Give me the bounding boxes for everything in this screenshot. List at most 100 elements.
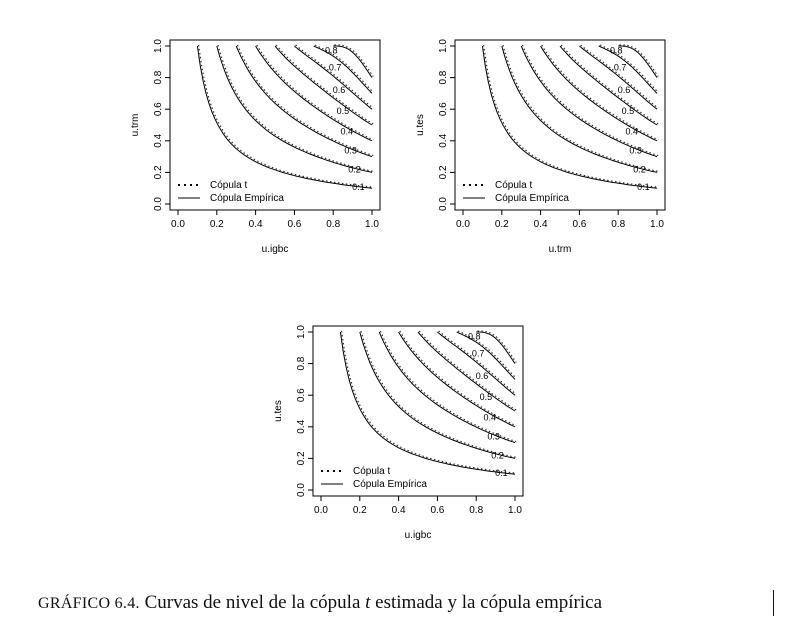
caption-text-before: Curvas de nivel de la cópula xyxy=(144,592,361,613)
x-axis-label: u.trm xyxy=(549,244,572,255)
x-tick-label: 0.8 xyxy=(611,219,625,230)
contour-level-label: 0.3 xyxy=(487,432,500,442)
plot-frame xyxy=(169,39,381,211)
contour-lines xyxy=(339,330,517,475)
y-tick-label: 0.2 xyxy=(296,451,307,465)
figure-caption: GRÁFICO 6.4. Curvas de nivel de la cópul… xyxy=(38,592,778,614)
empirical-contour-0.4 xyxy=(398,331,516,428)
t-copula-contour-0.4 xyxy=(541,44,659,141)
y-tick-label: 0.8 xyxy=(296,356,307,370)
y-tick-label: 0.4 xyxy=(438,133,449,147)
x-tick-label: 1.0 xyxy=(365,219,379,230)
x-tick-label: 0.8 xyxy=(326,219,340,230)
y-tick-label: 0.6 xyxy=(296,388,307,402)
contour-level-label: 0.5 xyxy=(337,106,350,116)
contour-level-label: 0.4 xyxy=(341,126,354,136)
empirical-contour-0.3 xyxy=(235,45,373,158)
contour-chart-svg: 0.0 0.2 0.4 0.6 0.8 1.0 0.0 0.2 0.4 0.6 0.8 1.0 u.ig… xyxy=(130,39,381,255)
x-tick-label: 0.4 xyxy=(534,219,548,230)
y-tick-label: 0.0 xyxy=(153,197,164,211)
y-tick-label: 0.0 xyxy=(296,483,307,497)
t-copula-contour-0.2 xyxy=(217,44,374,172)
empirical-contour-0.7 xyxy=(313,45,373,94)
t-copula-contour-0.6 xyxy=(580,44,659,109)
empirical-contour-0.1 xyxy=(481,45,658,189)
legend-label-t: Cópula t xyxy=(210,180,247,191)
contour-level-label: 0.4 xyxy=(626,126,639,136)
y-tick-label: 0.4 xyxy=(153,133,164,147)
t-copula-contour-0.3 xyxy=(236,44,374,157)
empirical-contour-0.4 xyxy=(540,45,658,142)
empirical-contour-0.7 xyxy=(598,45,658,94)
y-tick-label: 0.6 xyxy=(153,102,164,116)
t-copula-contour-0.8 xyxy=(619,44,659,77)
x-tick-label: 0.6 xyxy=(572,219,586,230)
contour-plot-igbc-tes: 0.0 0.2 0.4 0.6 0.8 1.0 0.0 0.2 0.4 0.6 0.8 1.0 u.ig… xyxy=(263,316,528,561)
plot-frame xyxy=(454,39,666,211)
y-tick-label: 1.0 xyxy=(296,325,307,339)
contour-plot-igbc-trm: 0.0 0.2 0.4 0.6 0.8 1.0 0.0 0.2 0.4 0.6 0.8 1.0 u.ig… xyxy=(120,30,385,275)
t-copula-contour-0.4 xyxy=(256,44,374,141)
contour-level-label: 0.2 xyxy=(633,164,646,174)
empirical-contour-0.8 xyxy=(476,331,516,364)
contour-level-label: 0.1 xyxy=(495,468,508,478)
x-tick-label: 0.4 xyxy=(249,219,263,230)
contour-level-label: 0.6 xyxy=(333,85,346,95)
x-tick-label: 0.2 xyxy=(210,219,224,230)
empirical-contour-0.8 xyxy=(618,45,658,78)
contour-level-label: 0.7 xyxy=(329,62,342,72)
y-tick-label: 0.8 xyxy=(438,70,449,84)
y-tick-label: 1.0 xyxy=(438,39,449,53)
empirical-contour-0.4 xyxy=(255,45,373,142)
y-tick-label: 0.8 xyxy=(153,70,164,84)
empirical-contour-0.5 xyxy=(274,45,373,126)
empirical-contour-0.6 xyxy=(437,331,516,396)
y-tick-label: 0.0 xyxy=(438,197,449,211)
empirical-contour-0.2 xyxy=(216,45,373,173)
empirical-contour-0.2 xyxy=(359,331,516,459)
t-copula-contour-0.8 xyxy=(334,44,374,77)
empirical-contour-0.3 xyxy=(520,45,658,158)
x-axis-label: u.igbc xyxy=(262,244,289,255)
y-tick-label: 0.2 xyxy=(153,165,164,179)
contour-level-label: 0.6 xyxy=(618,85,631,95)
y-tick-label: 1.0 xyxy=(153,39,164,53)
t-copula-contour-0.2 xyxy=(360,330,517,458)
y-tick-label: 0.4 xyxy=(296,419,307,433)
x-tick-label: 1.0 xyxy=(650,219,664,230)
y-axis-label: u.tes xyxy=(415,114,426,136)
x-tick-label: 0.6 xyxy=(287,219,301,230)
contour-level-label: 0.6 xyxy=(476,371,489,381)
empirical-contour-0.3 xyxy=(378,331,516,444)
caption-text-after: estimada y la cópula empírica xyxy=(375,592,603,613)
plot-frame xyxy=(312,325,524,497)
y-tick-label: 0.6 xyxy=(438,102,449,116)
contour-lines xyxy=(481,44,659,189)
contour-chart-svg: 0.0 0.2 0.4 0.6 0.8 1.0 0.0 0.2 0.4 0.6 0.8 1.0 u.ig… xyxy=(273,325,524,541)
empirical-contour-0.7 xyxy=(456,331,516,380)
contour-level-label: 0.2 xyxy=(491,450,504,460)
contour-level-label: 0.8 xyxy=(610,46,623,56)
empirical-contour-0.2 xyxy=(501,45,658,173)
contour-level-label: 0.5 xyxy=(622,106,635,116)
contour-level-label: 0.7 xyxy=(614,62,627,72)
empirical-contour-0.6 xyxy=(294,45,373,110)
contour-level-label: 0.8 xyxy=(468,332,481,342)
contour-level-label: 0.3 xyxy=(629,146,642,156)
contour-level-label: 0.5 xyxy=(480,392,493,402)
t-copula-contour-0.4 xyxy=(399,330,517,427)
empirical-contour-0.1 xyxy=(196,45,373,189)
contour-lines xyxy=(196,44,374,189)
x-axis-label: u.igbc xyxy=(405,530,432,541)
x-tick-label: 1.0 xyxy=(508,505,522,516)
caption-label: GRÁFICO 6.4. xyxy=(38,595,140,612)
legend-label-empirical: Cópula Empírica xyxy=(353,479,427,490)
empirical-contour-0.5 xyxy=(559,45,658,126)
t-copula-contour-0.3 xyxy=(521,44,659,157)
contour-level-label: 0.1 xyxy=(352,182,365,192)
contour-plot-trm-tes: 0.0 0.2 0.4 0.6 0.8 1.0 0.0 0.2 0.4 0.6 0.8 1.0 u.tr… xyxy=(405,30,670,275)
x-tick-label: 0.0 xyxy=(171,219,185,230)
caption-variable: t xyxy=(365,592,371,613)
legend-label-empirical: Cópula Empírica xyxy=(495,193,569,204)
x-tick-label: 0.4 xyxy=(392,505,406,516)
